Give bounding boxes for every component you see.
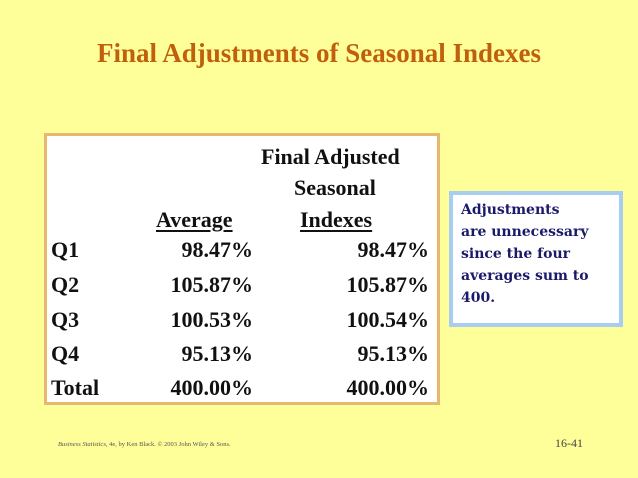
footer-citation-text: , 4e, by Ken Black. © 2003 John Wiley & … xyxy=(105,441,231,448)
table-row-total: Total 400.00% 400.00% xyxy=(47,372,437,404)
row-average: 400.00% xyxy=(170,375,254,400)
slide-number: 16-41 xyxy=(555,436,583,450)
row-final: 98.47% xyxy=(357,237,430,262)
callout-line: since the four xyxy=(461,246,571,262)
row-label: Q4 xyxy=(51,341,80,366)
row-label: Q1 xyxy=(51,237,80,262)
table-row-q2: Q2 105.87% 105.87% xyxy=(47,269,437,301)
row-average: 105.87% xyxy=(170,272,254,297)
row-label: Q3 xyxy=(51,307,80,332)
table-row-q1: Q1 98.47% 98.47% xyxy=(47,234,437,266)
row-final: 105.87% xyxy=(346,272,430,297)
row-average: 95.13% xyxy=(181,341,254,366)
row-average: 98.47% xyxy=(181,237,254,262)
row-label: Total xyxy=(51,375,100,400)
slide-title: Final Adjustments of Seasonal Indexes xyxy=(96,38,542,68)
header-final-line3: Indexes xyxy=(300,207,373,232)
row-final: 400.00% xyxy=(346,375,430,400)
callout-line: are unnecessary xyxy=(461,224,589,240)
header-average: Average xyxy=(156,207,233,232)
callout-line: Adjustments xyxy=(461,202,560,218)
callout-note: Adjustments are unnecessary since the fo… xyxy=(449,191,623,327)
row-final: 100.54% xyxy=(346,307,430,332)
table-row-q3: Q3 100.53% 100.54% xyxy=(47,304,437,336)
callout-line: 400. xyxy=(461,290,496,306)
footer-book-title: Business Statistics xyxy=(58,441,106,448)
callout-line: averages sum to xyxy=(461,268,589,284)
header-final-line2: Seasonal xyxy=(294,175,376,200)
header-final-line1: Final Adjusted xyxy=(261,144,400,169)
footer-citation: Business Statistics, 4e, by Ken Black. ©… xyxy=(58,441,231,448)
callout-text: Adjustments are unnecessary since the fo… xyxy=(461,199,621,309)
row-average: 100.53% xyxy=(170,307,254,332)
row-label: Q2 xyxy=(51,272,80,297)
seasonal-index-table: Final Adjusted Seasonal Average Indexes … xyxy=(44,133,440,405)
table-row-q4: Q4 95.13% 95.13% xyxy=(47,338,437,370)
row-final: 95.13% xyxy=(357,341,430,366)
